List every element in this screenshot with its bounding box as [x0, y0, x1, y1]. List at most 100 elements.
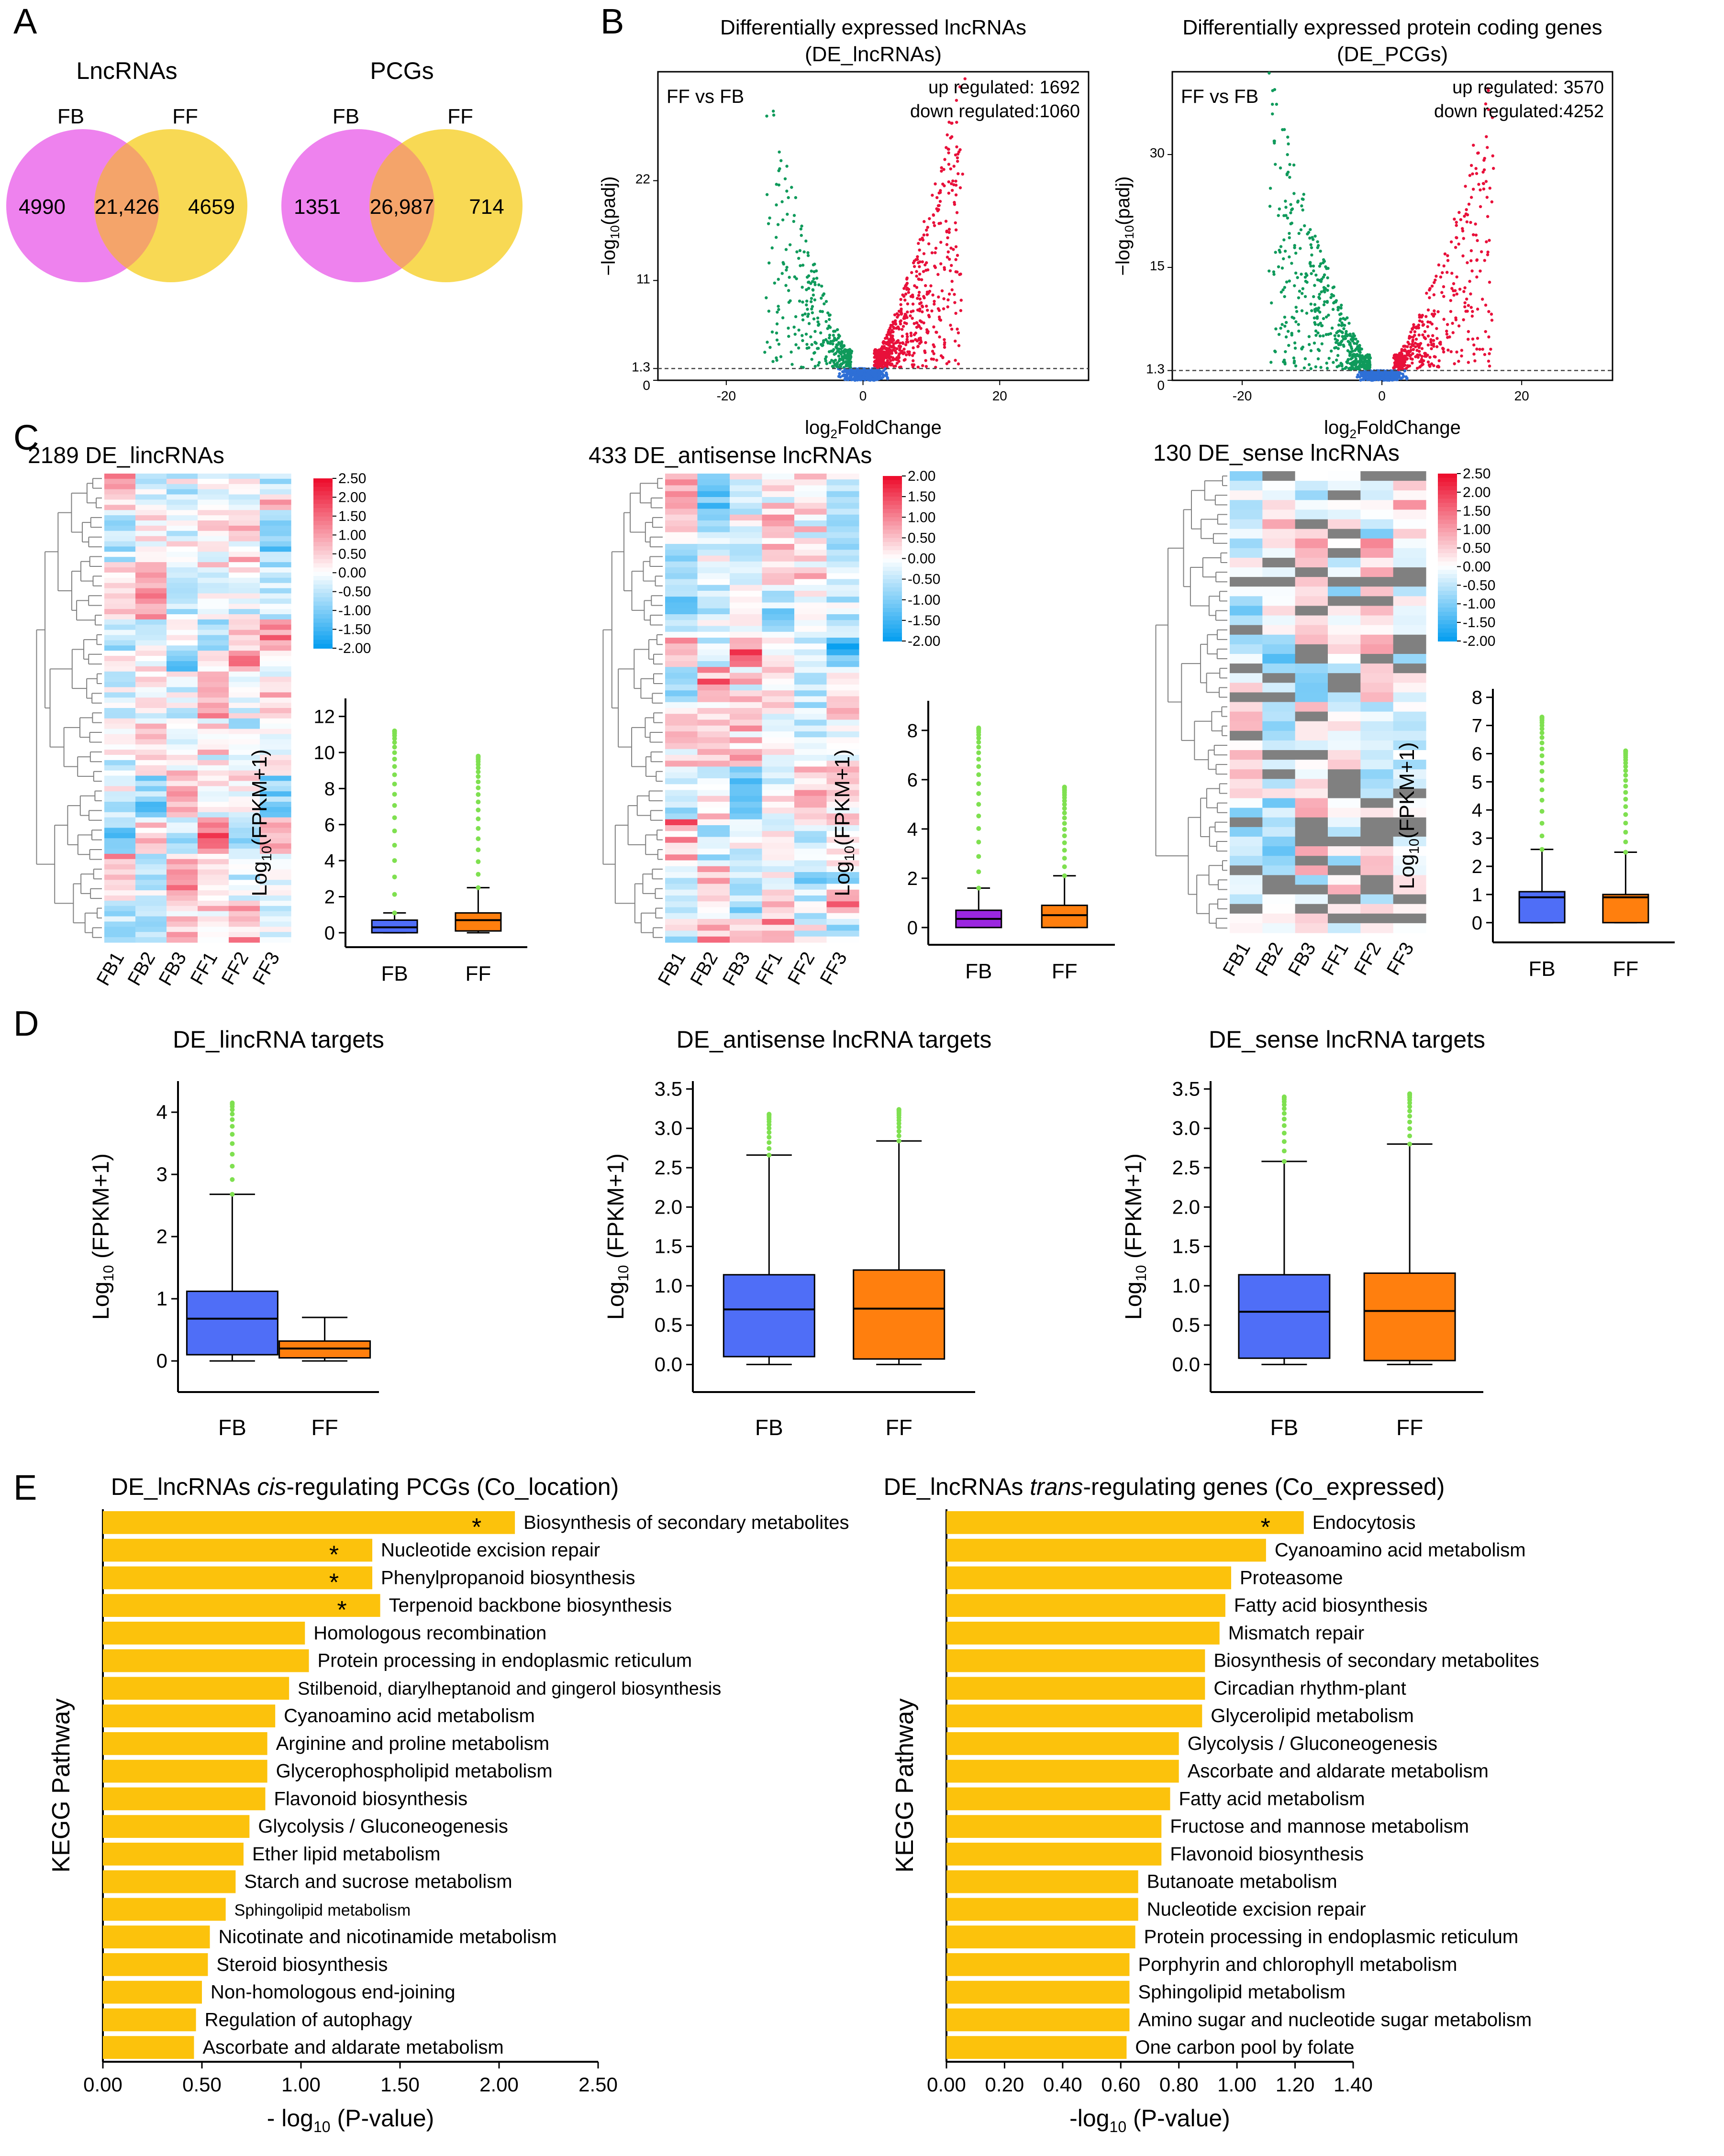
heatmap-cell: [229, 765, 260, 771]
heatmap-cell: [260, 911, 291, 917]
heatmap-cell: [260, 478, 291, 485]
heatmap-cell: [730, 685, 763, 691]
venn-title: LncRNAs: [76, 57, 177, 84]
heatmap-cell: [1262, 798, 1296, 808]
volcano-point-up: [921, 305, 924, 309]
heatmap-cell: [762, 649, 795, 656]
box-outlier: [1062, 848, 1067, 853]
heatmap-cell: [697, 643, 730, 650]
heatmap-cell: [198, 552, 229, 557]
heatmap-cell: [260, 791, 291, 797]
heatmap-cell: [104, 520, 136, 526]
volcano-point-up: [917, 242, 920, 245]
heatmap-cell: [260, 739, 291, 745]
heatmap-cell: [167, 822, 198, 829]
volcano-point-down: [1356, 340, 1359, 343]
heatmap-cell: [730, 479, 763, 486]
color-scale-step: [313, 499, 333, 505]
volcano-point-down: [768, 345, 772, 349]
color-scale-step: [883, 632, 902, 638]
heatmap-cell: [260, 494, 291, 500]
heatmap-cell: [104, 656, 136, 662]
volcano-point-up: [1411, 328, 1414, 331]
color-scale-step: [883, 575, 902, 580]
volcano-point-up: [1484, 102, 1488, 106]
heatmap-cell: [697, 678, 730, 685]
heatmap-cell: [697, 901, 730, 908]
heatmap-cell: [135, 791, 167, 797]
volcano-point-down: [1296, 199, 1300, 203]
heatmap-column-label: FB2: [124, 949, 160, 990]
heatmap-cell: [826, 866, 859, 873]
heatmap-cell: [198, 572, 229, 578]
volcano-point-up: [901, 334, 904, 338]
box-outlier: [1539, 809, 1545, 814]
volcano-point-down: [1350, 361, 1354, 365]
color-scale-label: 1.50: [338, 509, 366, 524]
heatmap-cell: [1360, 490, 1394, 500]
volcano-point-down: [1329, 349, 1333, 353]
volcano-point-ns: [850, 373, 854, 377]
color-scale-step: [883, 513, 902, 518]
volcano-point-down: [774, 236, 778, 239]
heatmap-cell: [167, 656, 198, 662]
volcano-point-up: [933, 302, 936, 306]
volcano-point-down: [1319, 321, 1322, 325]
heatmap-cell: [697, 731, 730, 738]
heatmap-cell: [167, 630, 198, 636]
heatmap-cell: [1295, 846, 1328, 856]
volcano-point-up: [1475, 275, 1479, 279]
heatmap-cell: [1328, 875, 1361, 885]
heatmap-cell: [135, 718, 167, 724]
color-scale-step: [883, 637, 902, 641]
volcano-point-down: [1300, 309, 1304, 312]
heatmap-cell: [730, 889, 763, 896]
volcano-point-down: [1320, 342, 1324, 345]
heatmap-cell: [1230, 663, 1263, 674]
volcano-point-up: [933, 345, 936, 348]
box-outlier: [230, 1117, 235, 1122]
heatmap-cell: [229, 619, 260, 625]
heatmap-cell: [665, 825, 698, 831]
volcano-plot-pcg: Differentially expressed protein coding …: [1112, 16, 1613, 441]
color-scale-step: [313, 588, 333, 594]
volcano-point-down: [1337, 306, 1341, 309]
volcano-point-down: [1305, 274, 1309, 277]
heatmap-cell: [229, 713, 260, 719]
volcano-point-up: [1474, 167, 1478, 170]
heatmap-cell: [826, 474, 859, 480]
volcano-point-up: [1454, 318, 1458, 321]
heatmap-cell: [794, 872, 827, 878]
heatmap-cell: [104, 885, 136, 891]
volcano-point-up: [1418, 315, 1422, 319]
heatmap-cell: [762, 755, 795, 761]
volcano-point-up: [924, 341, 927, 344]
volcano-point-up: [1437, 263, 1441, 267]
heatmap-cell: [1262, 750, 1296, 760]
volcano-point-down: [812, 270, 816, 274]
heatmap-cell: [730, 555, 763, 562]
heatmap-cell: [697, 802, 730, 808]
heatmap-cell: [665, 819, 698, 826]
box-x-label: FB: [218, 1415, 246, 1440]
volcano-point-down: [1290, 262, 1293, 265]
volcano-point-up: [945, 362, 948, 365]
heatmap-cell: [135, 744, 167, 750]
box-outlier: [476, 792, 481, 797]
heatmap-cell: [730, 591, 763, 597]
heatmap-cell: [167, 682, 198, 688]
volcano-point-up: [925, 331, 929, 334]
heatmap-cell: [1360, 673, 1394, 683]
heatmap-cell: [794, 731, 827, 738]
heatmap-cell: [665, 896, 698, 902]
volcano-point-up: [1486, 250, 1490, 254]
volcano-point-up: [1455, 221, 1458, 224]
heatmap-cell: [260, 666, 291, 672]
heatmap-cell: [1360, 740, 1394, 751]
volcano-point-down: [820, 284, 823, 288]
heatmap-cell: [826, 936, 859, 943]
color-scale-step: [313, 580, 333, 585]
heatmap-cell: [730, 831, 763, 838]
heatmap-cell: [198, 869, 229, 875]
volcano-point-up: [1408, 354, 1412, 357]
